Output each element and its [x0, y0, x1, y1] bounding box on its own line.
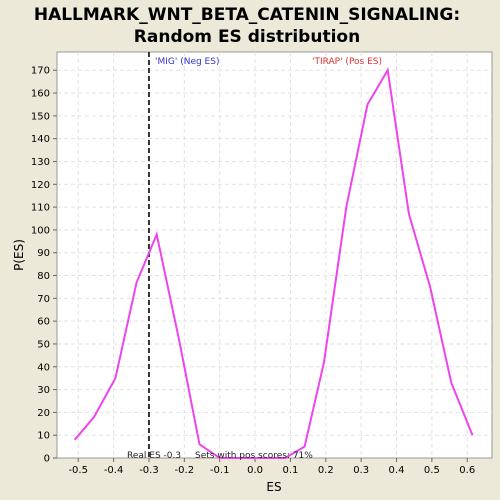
- chart-title-line1: HALLMARK_WNT_BETA_CATENIN_SIGNALING:: [34, 5, 460, 25]
- x-tick-label: 0.0: [247, 465, 263, 476]
- series-line: [73, 67, 474, 459]
- y-tick-label: 90: [37, 248, 50, 259]
- x-tick-label: -0.5: [68, 465, 88, 476]
- y-tick-label: 120: [31, 180, 50, 191]
- x-tick-label: -0.2: [175, 465, 195, 476]
- y-tick-label: 170: [31, 66, 50, 77]
- y-tick-label: 110: [31, 203, 50, 214]
- real-es-text: Real ES -0.3: [127, 451, 181, 461]
- y-tick-label: 130: [31, 157, 50, 168]
- x-tick-label: 0.6: [459, 465, 475, 476]
- y-tick-label: 140: [31, 134, 50, 145]
- x-tick-label: -0.3: [139, 465, 159, 476]
- y-tick-label: 0: [44, 454, 50, 465]
- x-tick-label: 0.4: [389, 465, 405, 476]
- y-tick-label: 80: [37, 271, 50, 282]
- y-tick-label: 70: [37, 294, 50, 305]
- y-tick-label: 20: [37, 408, 50, 419]
- pos-es-label: 'TIRAP' (Pos ES): [312, 57, 382, 67]
- x-axis-ticks: -0.5 -0.4 -0.3 -0.2 -0.1 0.0 0.1 0.2 0.3 0.4 0.5 0.…: [68, 458, 475, 476]
- x-tick-label: 0.2: [318, 465, 334, 476]
- x-tick-label: 0.1: [282, 465, 298, 476]
- y-axis-label: P(ES): [12, 239, 26, 271]
- y-tick-label: 160: [31, 89, 50, 100]
- y-tick-label: 150: [31, 111, 50, 122]
- neg-es-label: 'MIG' (Neg ES): [155, 57, 219, 67]
- x-tick-label: 0.3: [353, 465, 369, 476]
- x-tick-label: 0.5: [424, 465, 440, 476]
- x-tick-label: -0.4: [104, 465, 124, 476]
- y-tick-label: 60: [37, 317, 50, 328]
- plot-area: [56, 51, 493, 459]
- y-tick-label: 40: [37, 362, 50, 373]
- x-tick-label: -0.1: [210, 465, 230, 476]
- chart-title-line2: Random ES distribution: [134, 27, 360, 47]
- y-tick-label: 10: [37, 431, 50, 442]
- x-axis-label: ES: [266, 480, 281, 494]
- y-axis-ticks: 0 10 20 30 40 50 60 70 80 90 100 110 120 130 140 150 160…: [31, 66, 57, 465]
- pos-scores-text: Sets with pos scores: 71%: [195, 451, 313, 461]
- y-tick-label: 30: [37, 385, 50, 396]
- y-tick-label: 100: [31, 225, 50, 236]
- y-tick-label: 50: [37, 339, 50, 350]
